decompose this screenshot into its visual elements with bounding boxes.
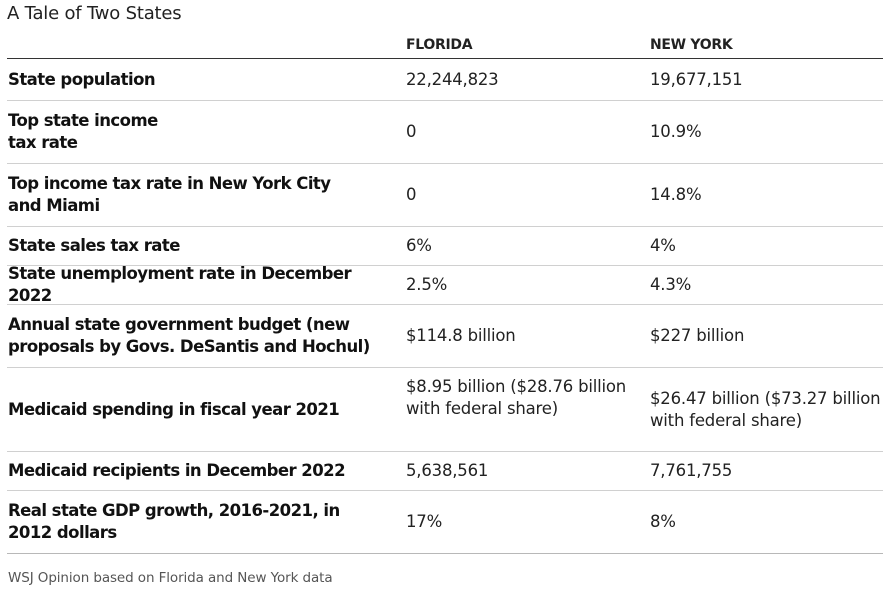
column-header-florida: FLORIDA: [406, 37, 473, 53]
table-row-unemployment: State unemployment rate in December 2022…: [7, 264, 883, 305]
new-york-value: 7,761,755: [650, 461, 733, 480]
florida-value: $8.95 billion ($28.76 billion with feder…: [406, 377, 627, 418]
table-title: A Tale of Two States: [7, 3, 182, 24]
row-label: Medicaid recipients in December 2022: [8, 461, 346, 480]
florida-value: 22,244,823: [406, 70, 499, 89]
row-label: State sales tax rate: [8, 236, 180, 255]
table-row-budget: Annual state government budget (new prop…: [7, 305, 883, 368]
row-label: Top income tax rate in New York City and…: [8, 174, 331, 215]
florida-value: 6%: [406, 236, 432, 255]
new-york-value: $26.47 billion ($73.27 billion with fede…: [650, 388, 881, 430]
new-york-value: 4%: [650, 236, 676, 255]
row-label: State unemployment rate in December 2022: [8, 264, 352, 305]
table-row-sales-tax: State sales tax rate 6% 4%: [7, 227, 883, 266]
table-row-state-population: State population 22,244,823 19,677,151: [7, 60, 883, 101]
table-row-medicaid-spending: Medicaid spending in fiscal year 2021 $8…: [7, 368, 883, 452]
source-note: WSJ Opinion based on Florida and New Yor…: [8, 570, 333, 586]
row-label: Medicaid spending in fiscal year 2021: [8, 399, 340, 419]
florida-value: 0: [406, 185, 417, 204]
florida-value: $114.8 billion: [406, 326, 516, 345]
new-york-value: 8%: [650, 512, 676, 531]
new-york-value: 4.3%: [650, 275, 692, 294]
florida-value: 17%: [406, 512, 443, 531]
new-york-value: $227 billion: [650, 326, 745, 345]
florida-value: 0: [406, 122, 417, 141]
florida-value: 2.5%: [406, 275, 448, 294]
row-label: Annual state government budget (new prop…: [8, 315, 370, 356]
row-label: State population: [8, 70, 156, 89]
new-york-value: 10.9%: [650, 122, 702, 141]
table-row-gdp-growth: Real state GDP growth, 2016-2021, in 201…: [7, 491, 883, 554]
table-row-top-state-income-tax: Top state income tax rate 0 10.9%: [7, 101, 883, 164]
row-label: Real state GDP growth, 2016-2021, in 201…: [8, 501, 340, 542]
row-label: Top state income tax rate: [8, 111, 158, 152]
column-header-new-york: NEW YORK: [650, 37, 733, 53]
new-york-value: 14.8%: [650, 185, 702, 204]
new-york-value: 19,677,151: [650, 70, 743, 89]
florida-value: 5,638,561: [406, 461, 489, 480]
table-row-city-income-tax: Top income tax rate in New York City and…: [7, 164, 883, 227]
table-row-medicaid-recipients: Medicaid recipients in December 2022 5,6…: [7, 452, 883, 491]
header-rule: [7, 58, 883, 59]
